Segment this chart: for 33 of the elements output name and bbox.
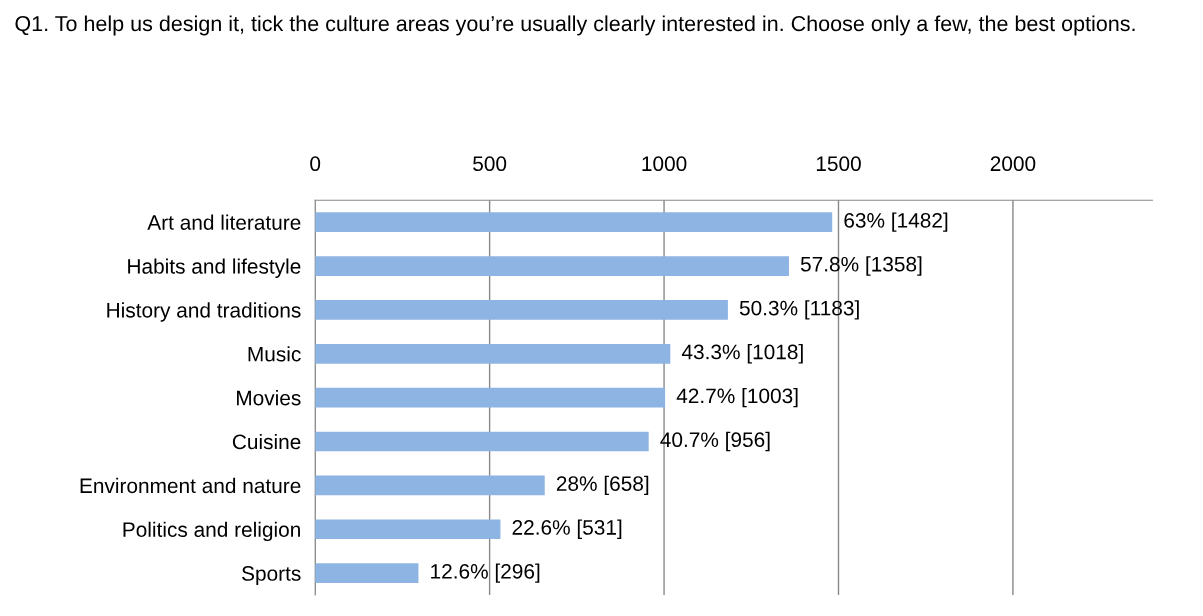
- bar: [315, 475, 545, 496]
- data-label: 50.3% [1183]: [739, 300, 859, 320]
- data-label: 22.6% [531]: [512, 519, 622, 539]
- bar: [315, 431, 649, 452]
- bar: [315, 300, 728, 320]
- y-tick-label: Art and literature: [147, 214, 301, 230]
- bar: [315, 387, 666, 408]
- bar: [315, 563, 419, 583]
- data-label: 40.7% [956]: [660, 431, 770, 452]
- y-tick-label: Cuisine: [232, 433, 301, 450]
- x-tick-label: 0: [310, 156, 321, 172]
- data-label: 43.3% [1018]: [681, 344, 803, 364]
- data-label: 12.6% [296]: [431, 563, 540, 583]
- y-tick-label: Habits and lifestyle: [128, 258, 301, 278]
- data-label: 63% [1482]: [844, 212, 948, 232]
- data-label: 42.7% [1003]: [676, 387, 798, 408]
- chart-title: Q1. To help us design it, tick the culture areas you’re usually clearly interested in. Choose only a few, the best options.: [15, 15, 1135, 36]
- y-tick-label: Movies: [237, 390, 301, 406]
- y-tick-label: Environment and nature: [80, 477, 301, 494]
- y-tick-label: Music: [248, 346, 301, 362]
- bar: [315, 212, 833, 233]
- y-tick-label: History and traditions: [107, 302, 301, 322]
- bar: [315, 256, 789, 276]
- x-tick-label: 500: [473, 156, 507, 172]
- y-tick-label: Politics and religion: [123, 521, 300, 542]
- data-label: 57.8% [1358]: [800, 256, 922, 276]
- x-tick-label: 1500: [816, 156, 861, 172]
- x-tick-label: 2000: [990, 156, 1036, 172]
- data-label: 28% [658]: [556, 475, 649, 496]
- bar: [315, 343, 671, 364]
- bar: [315, 519, 501, 540]
- x-tick-label: 1000: [642, 156, 687, 172]
- y-tick-label: Sports: [242, 566, 301, 585]
